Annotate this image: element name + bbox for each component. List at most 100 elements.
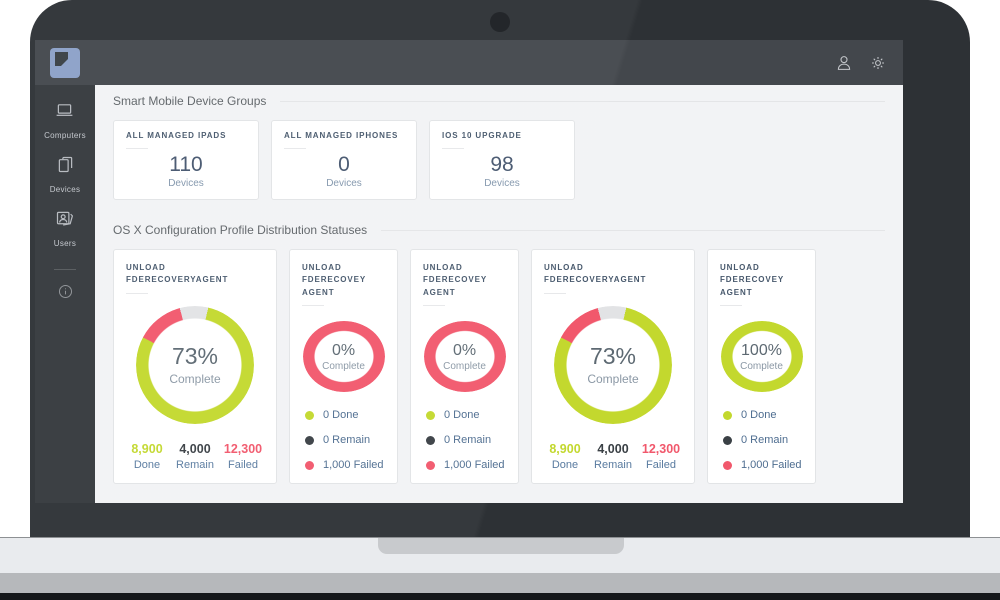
device-count: 0 <box>338 153 350 177</box>
percent-complete: 100% <box>741 341 782 359</box>
sidebar-item-devices[interactable]: Devices <box>50 154 81 194</box>
device-group-card[interactable]: IOS 10 UPGRADE 98 Devices <box>429 120 575 200</box>
percent-complete: 0% <box>331 341 356 359</box>
laptop-base <box>0 537 1000 573</box>
legend-dot-icon <box>305 410 314 420</box>
profile-status-card[interactable]: UNLOAD FDERECOVERYAGENT 73% Complete 8,9… <box>531 249 695 484</box>
card-title-divider <box>126 292 148 294</box>
section-rule <box>280 100 885 102</box>
legend-text: 1,000 Failed <box>444 459 505 471</box>
sidebar-divider <box>54 269 76 270</box>
mobile-devices-icon <box>55 154 76 180</box>
legend-dot-icon <box>723 410 732 420</box>
sidebar-item-label: Users <box>53 239 77 248</box>
profile-status-card[interactable]: UNLOAD FDERECOVEY AGENT 100% Complete 0 … <box>707 249 816 484</box>
device-group-card[interactable]: ALL MANAGED IPADS 110 Devices <box>113 120 259 200</box>
legend-dot-icon <box>426 435 435 445</box>
webcam-icon <box>490 12 510 32</box>
stat-value: 8,900 <box>131 442 163 456</box>
profile-status-card[interactable]: UNLOAD FDERECOVEY AGENT 0% Complete 0 Do… <box>289 249 398 484</box>
stat-label: Failed <box>228 459 258 471</box>
donut-ring <box>423 321 506 392</box>
dashboard-content: Smart Mobile Device Groups ALL MANAGED I… <box>95 85 903 503</box>
stat-remain: 4,000 Remain <box>175 442 215 471</box>
profile-status-card[interactable]: UNLOAD FDERECOVEY AGENT 0% Complete 0 Do… <box>410 249 519 484</box>
percent-complete: 73% <box>589 343 637 370</box>
section-title: Smart Mobile Device Groups <box>113 94 267 108</box>
legend-text: 0 Done <box>741 409 777 421</box>
legend-text: 0 Remain <box>323 434 371 446</box>
status-legend: 0 Done 0 Remain 1,000 Failed <box>302 409 385 471</box>
section-header: Smart Mobile Device Groups <box>113 94 885 108</box>
stat-label: Failed <box>646 459 676 471</box>
legend-dot-icon <box>305 460 314 470</box>
device-count-unit: Devices <box>484 178 520 190</box>
device-count-unit: Devices <box>168 178 204 190</box>
stat-done: 8,900 Done <box>545 442 585 471</box>
card-title-divider <box>126 148 148 150</box>
sidebar-item-label: Devices <box>49 185 81 194</box>
status-legend: 0 Done 0 Remain 1,000 Failed <box>423 409 506 471</box>
user-account-icon[interactable] <box>835 54 853 72</box>
complete-label: Complete <box>443 360 486 372</box>
card-title: UNLOAD FDERECOVEY AGENT <box>423 263 487 297</box>
profile-status-card[interactable]: UNLOAD FDERECOVERYAGENT 73% Complete 8,9… <box>113 249 277 484</box>
donut-ring <box>302 321 385 392</box>
complete-label: Complete <box>322 360 365 372</box>
laptop-base-edge <box>0 573 1000 593</box>
complete-label: Complete <box>740 360 783 372</box>
donut-chart: 73% Complete <box>136 305 254 424</box>
card-title-divider <box>544 292 566 294</box>
app-logo-icon[interactable] <box>50 47 80 78</box>
card-title: UNLOAD FDERECOVERYAGENT <box>544 263 647 285</box>
stat-value: 12,300 <box>641 442 681 456</box>
stat-label: Done <box>551 459 579 471</box>
card-title: UNLOAD FDERECOVERYAGENT <box>126 263 229 285</box>
stat-label: Done <box>133 459 161 471</box>
stat-label: Remain <box>176 459 214 471</box>
donut-ring <box>136 305 254 424</box>
legend-text: 0 Done <box>444 409 480 421</box>
stat-failed: 12,300 Failed <box>641 442 681 471</box>
sidebar-item-users[interactable]: Users <box>54 208 76 248</box>
card-title: UNLOAD FDERECOVEY AGENT <box>720 263 784 297</box>
section-header: OS X Configuration Profile Distribution … <box>113 223 885 237</box>
app-window: Computers Devices <box>35 40 903 503</box>
sidebar-item-computers[interactable]: Computers <box>44 100 86 140</box>
sidebar-info-button[interactable] <box>57 283 74 305</box>
donut-chart: 100% Complete <box>720 321 803 392</box>
stat-value: 12,300 <box>223 442 263 456</box>
donut-ring <box>720 321 803 392</box>
device-count-unit: Devices <box>326 178 362 190</box>
donut-chart: 0% Complete <box>423 321 506 392</box>
legend-dot-icon <box>426 460 435 470</box>
legend-row: 0 Remain <box>426 434 506 446</box>
laptop-icon <box>54 100 75 126</box>
device-count: 110 <box>169 153 203 177</box>
stat-remain: 4,000 Remain <box>593 442 633 471</box>
card-title: ALL MANAGED IPADS <box>126 131 227 140</box>
card-title-divider <box>302 305 324 307</box>
section-title: OS X Configuration Profile Distribution … <box>113 223 368 237</box>
legend-row: 0 Remain <box>305 434 385 446</box>
device-group-cards-row: ALL MANAGED IPADS 110 Devices ALL MANAGE… <box>113 120 885 200</box>
topbar-actions <box>835 54 887 72</box>
status-cards-row: UNLOAD FDERECOVERYAGENT 73% Complete 8,9… <box>113 249 885 484</box>
status-legend: 0 Done 0 Remain 1,000 Failed <box>720 409 803 471</box>
settings-gear-icon[interactable] <box>869 54 887 72</box>
stat-done: 8,900 Done <box>127 442 167 471</box>
stat-value: 4,000 <box>597 442 629 456</box>
legend-dot-icon <box>723 435 732 445</box>
card-title: IOS 10 UPGRADE <box>442 131 522 140</box>
device-count: 98 <box>490 153 514 177</box>
card-title-divider <box>442 148 464 150</box>
legend-row: 0 Done <box>426 409 506 421</box>
device-group-card[interactable]: ALL MANAGED IPHONES 0 Devices <box>271 120 417 200</box>
percent-complete: 73% <box>171 343 219 370</box>
card-title-divider <box>423 305 445 307</box>
donut-chart: 0% Complete <box>302 321 385 392</box>
complete-label: Complete <box>169 372 221 387</box>
legend-dot-icon <box>305 435 314 445</box>
info-icon <box>57 283 74 305</box>
